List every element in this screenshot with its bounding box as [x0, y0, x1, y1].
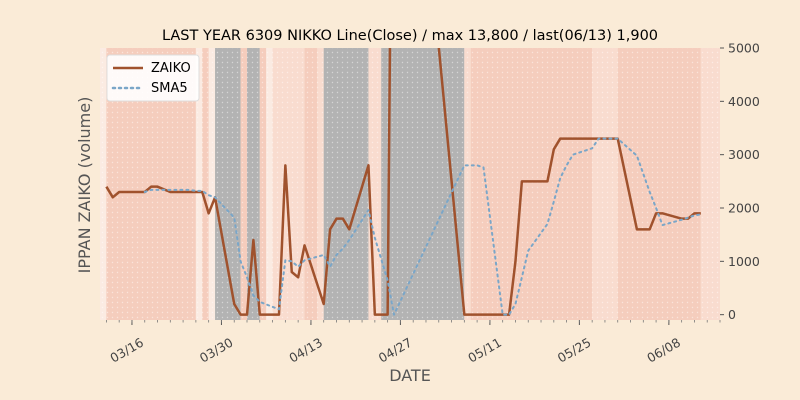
- legend: ZAIKO SMA5: [106, 54, 200, 102]
- series-layer: [105, 48, 702, 316]
- x-tick-label: 05/11: [465, 335, 504, 366]
- legend-label-zaiko: ZAIKO: [151, 61, 191, 76]
- y-tick-label: 1000: [728, 254, 760, 269]
- x-tick-label: 04/13: [286, 335, 325, 366]
- x-tick-label: 05/25: [555, 335, 594, 366]
- x-axis-label: DATE: [389, 366, 431, 385]
- x-tick-label: 03/16: [107, 335, 146, 366]
- x-tick-label: 04/27: [376, 335, 415, 366]
- y-tick-label: 3000: [728, 147, 760, 162]
- x-tick-label: 03/30: [197, 335, 236, 366]
- y-tick-label: 2000: [728, 201, 760, 216]
- y-tick-label: 5000: [728, 41, 760, 56]
- x-tick-label: 06/08: [644, 335, 683, 366]
- dot-texture-overlay: [100, 48, 720, 320]
- legend-box: [106, 54, 200, 102]
- y-tick-label: 4000: [728, 94, 760, 109]
- chart-title: LAST YEAR 6309 NIKKO Line(Close) / max 1…: [162, 28, 658, 44]
- y-axis-label: IPPAN ZAIKO (volume): [75, 97, 94, 274]
- legend-label-sma5: SMA5: [151, 81, 188, 96]
- y-tick-label: 0: [728, 307, 736, 322]
